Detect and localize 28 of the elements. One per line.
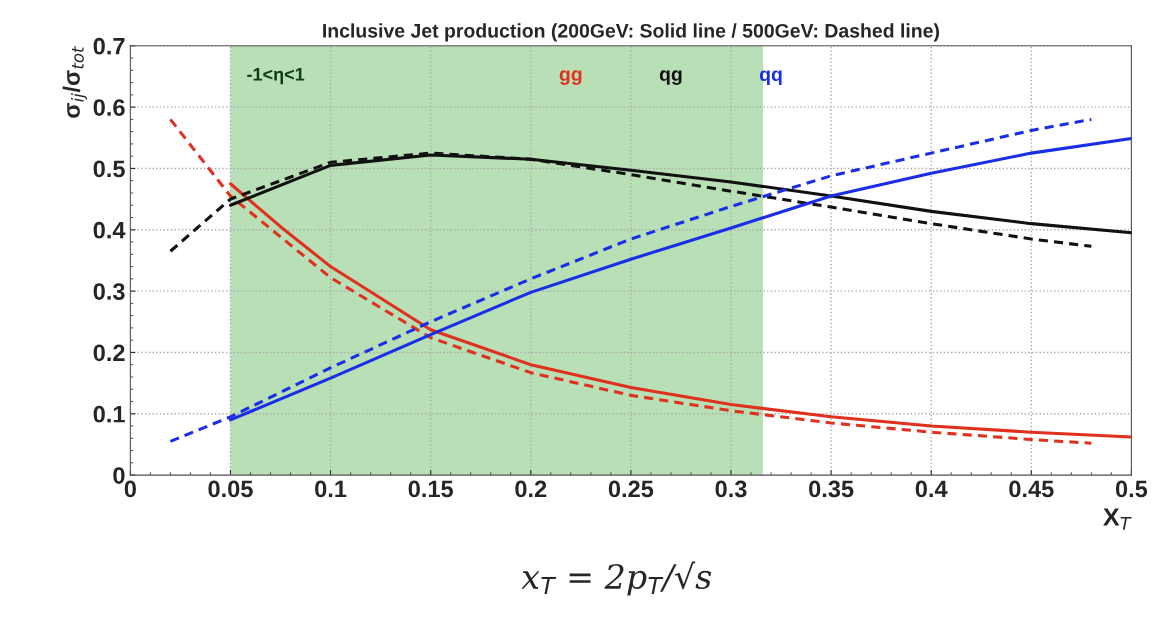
y-tick-label: 0.4 — [93, 221, 126, 239]
x-tick-label: 0.3 — [715, 480, 747, 498]
text: qg — [659, 70, 682, 85]
y-tick-label: 0.6 — [93, 99, 125, 116]
y-tick-label: 0.3 — [93, 283, 125, 300]
y-tick-label: 0.2 — [93, 344, 125, 362]
x-axis-title: X$_{T}$ — [1103, 508, 1132, 530]
x-tick-label: 0.45 — [1009, 480, 1054, 498]
y-tick-label: 0.5 — [93, 160, 125, 178]
x-tick-label: 0.35 — [809, 480, 854, 498]
y-tick-label: 0.7 — [93, 37, 125, 55]
x-tick-label: 0.15 — [408, 480, 453, 498]
text: gg — [559, 70, 582, 85]
y-axis-title: σ$_{ij}$/σ$_{tot}$ — [62, 46, 87, 118]
text: x$_{T}$ = 2p$_{T}$/√s — [521, 561, 712, 596]
x-tick-label: 0.5 — [1115, 480, 1148, 498]
x-tick-label: 0.1 — [315, 480, 347, 498]
y-tick-label: 0 — [113, 467, 125, 484]
band-label: -1<η<1 — [247, 68, 305, 85]
line-series — [228, 182, 1132, 439]
chart-title: Inclusive Jet production (200GeV: Solid line / 500GeV: Dashed line) — [323, 23, 939, 42]
x-tick-label: 0.25 — [608, 480, 654, 498]
x-tick-label: 0.4 — [915, 480, 948, 498]
text: qq — [759, 70, 782, 85]
x-tick-label: 0 — [124, 480, 136, 498]
y-tick-label: 0.1 — [93, 405, 125, 423]
x-tick-label: 0.2 — [515, 480, 547, 498]
x-tick-label: 0.05 — [208, 480, 253, 498]
